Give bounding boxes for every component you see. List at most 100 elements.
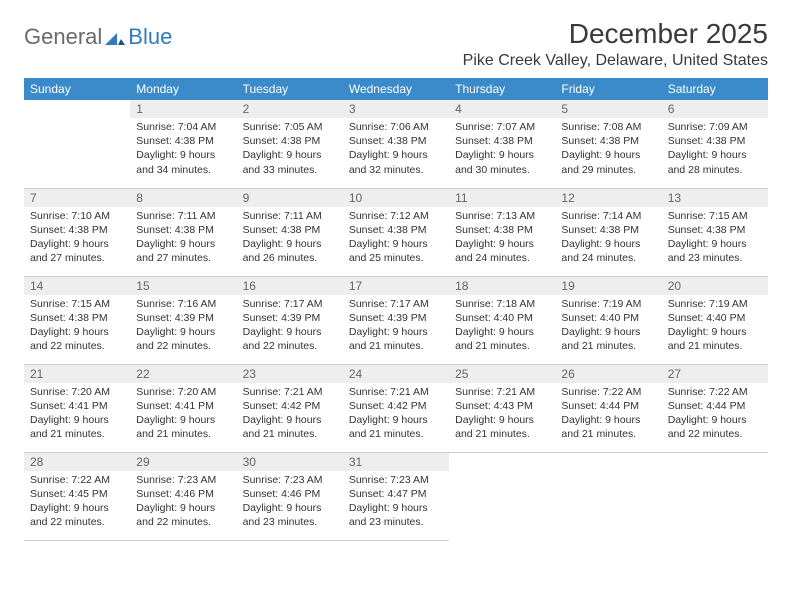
day-number: 27 — [662, 365, 768, 383]
calendar-day-cell — [662, 452, 768, 540]
daylight-text: Daylight: 9 hours — [243, 501, 337, 515]
sunset-text: Sunset: 4:42 PM — [243, 399, 337, 413]
day-number: 17 — [343, 277, 449, 295]
calendar-day-cell: 21Sunrise: 7:20 AMSunset: 4:41 PMDayligh… — [24, 364, 130, 452]
daylight-text: Daylight: 9 hours — [349, 413, 443, 427]
weekday-header: Tuesday — [237, 78, 343, 100]
day-details: Sunrise: 7:16 AMSunset: 4:39 PMDaylight:… — [130, 295, 236, 358]
daylight-text: Daylight: 9 hours — [561, 148, 655, 162]
day-details: Sunrise: 7:21 AMSunset: 4:42 PMDaylight:… — [237, 383, 343, 446]
calendar-day-cell: 22Sunrise: 7:20 AMSunset: 4:41 PMDayligh… — [130, 364, 236, 452]
sunrise-text: Sunrise: 7:13 AM — [455, 209, 549, 223]
daylight-text: Daylight: 9 hours — [455, 413, 549, 427]
day-number: 1 — [130, 100, 236, 118]
logo-text-part2: Blue — [128, 24, 172, 50]
daylight-text: and 23 minutes. — [349, 515, 443, 529]
sunrise-text: Sunrise: 7:22 AM — [668, 385, 762, 399]
daylight-text: Daylight: 9 hours — [349, 325, 443, 339]
daylight-text: Daylight: 9 hours — [455, 237, 549, 251]
day-details: Sunrise: 7:20 AMSunset: 4:41 PMDaylight:… — [130, 383, 236, 446]
logo-text-part1: General — [24, 24, 102, 50]
weekday-header: Thursday — [449, 78, 555, 100]
day-number: 15 — [130, 277, 236, 295]
daylight-text: Daylight: 9 hours — [136, 501, 230, 515]
day-number: 18 — [449, 277, 555, 295]
sunset-text: Sunset: 4:38 PM — [30, 223, 124, 237]
daylight-text: and 32 minutes. — [349, 163, 443, 177]
calendar-day-cell: 4Sunrise: 7:07 AMSunset: 4:38 PMDaylight… — [449, 100, 555, 188]
calendar-day-cell: 8Sunrise: 7:11 AMSunset: 4:38 PMDaylight… — [130, 188, 236, 276]
day-number: 10 — [343, 189, 449, 207]
sunset-text: Sunset: 4:46 PM — [136, 487, 230, 501]
day-number: 30 — [237, 453, 343, 471]
sunrise-text: Sunrise: 7:09 AM — [668, 120, 762, 134]
calendar-day-cell: 6Sunrise: 7:09 AMSunset: 4:38 PMDaylight… — [662, 100, 768, 188]
calendar-day-cell — [449, 452, 555, 540]
sunset-text: Sunset: 4:38 PM — [455, 223, 549, 237]
day-number: 22 — [130, 365, 236, 383]
day-details: Sunrise: 7:13 AMSunset: 4:38 PMDaylight:… — [449, 207, 555, 270]
daylight-text: and 23 minutes. — [668, 251, 762, 265]
calendar-week-row: 14Sunrise: 7:15 AMSunset: 4:38 PMDayligh… — [24, 276, 768, 364]
day-details: Sunrise: 7:08 AMSunset: 4:38 PMDaylight:… — [555, 118, 661, 181]
sunrise-text: Sunrise: 7:23 AM — [349, 473, 443, 487]
sunrise-text: Sunrise: 7:17 AM — [349, 297, 443, 311]
sunrise-text: Sunrise: 7:19 AM — [561, 297, 655, 311]
calendar-day-cell: 18Sunrise: 7:18 AMSunset: 4:40 PMDayligh… — [449, 276, 555, 364]
day-number: 24 — [343, 365, 449, 383]
header-row: General Blue December 2025 — [24, 18, 768, 50]
logo: General Blue — [24, 24, 172, 50]
sunrise-text: Sunrise: 7:23 AM — [243, 473, 337, 487]
sunrise-text: Sunrise: 7:21 AM — [349, 385, 443, 399]
sunrise-text: Sunrise: 7:22 AM — [561, 385, 655, 399]
day-details: Sunrise: 7:22 AMSunset: 4:44 PMDaylight:… — [555, 383, 661, 446]
sunrise-text: Sunrise: 7:23 AM — [136, 473, 230, 487]
daylight-text: and 22 minutes. — [30, 515, 124, 529]
daylight-text: and 22 minutes. — [243, 339, 337, 353]
weekday-header: Wednesday — [343, 78, 449, 100]
sunrise-text: Sunrise: 7:06 AM — [349, 120, 443, 134]
day-details: Sunrise: 7:23 AMSunset: 4:47 PMDaylight:… — [343, 471, 449, 534]
day-number: 31 — [343, 453, 449, 471]
daylight-text: and 21 minutes. — [349, 427, 443, 441]
daylight-text: and 22 minutes. — [668, 427, 762, 441]
daylight-text: Daylight: 9 hours — [349, 237, 443, 251]
sunset-text: Sunset: 4:38 PM — [349, 134, 443, 148]
day-number: 6 — [662, 100, 768, 118]
daylight-text: Daylight: 9 hours — [136, 237, 230, 251]
sunrise-text: Sunrise: 7:08 AM — [561, 120, 655, 134]
day-details: Sunrise: 7:20 AMSunset: 4:41 PMDaylight:… — [24, 383, 130, 446]
day-details: Sunrise: 7:21 AMSunset: 4:43 PMDaylight:… — [449, 383, 555, 446]
calendar-day-cell: 23Sunrise: 7:21 AMSunset: 4:42 PMDayligh… — [237, 364, 343, 452]
daylight-text: Daylight: 9 hours — [455, 148, 549, 162]
daylight-text: Daylight: 9 hours — [561, 237, 655, 251]
calendar-day-cell: 28Sunrise: 7:22 AMSunset: 4:45 PMDayligh… — [24, 452, 130, 540]
daylight-text: and 28 minutes. — [668, 163, 762, 177]
day-number: 26 — [555, 365, 661, 383]
calendar-day-cell: 14Sunrise: 7:15 AMSunset: 4:38 PMDayligh… — [24, 276, 130, 364]
calendar-day-cell: 1Sunrise: 7:04 AMSunset: 4:38 PMDaylight… — [130, 100, 236, 188]
calendar-day-cell: 30Sunrise: 7:23 AMSunset: 4:46 PMDayligh… — [237, 452, 343, 540]
daylight-text: Daylight: 9 hours — [561, 413, 655, 427]
sunset-text: Sunset: 4:38 PM — [30, 311, 124, 325]
page: General Blue December 2025 Pike Creek Va… — [0, 0, 792, 553]
sunset-text: Sunset: 4:41 PM — [136, 399, 230, 413]
sunset-text: Sunset: 4:39 PM — [349, 311, 443, 325]
daylight-text: and 21 minutes. — [136, 427, 230, 441]
sunrise-text: Sunrise: 7:04 AM — [136, 120, 230, 134]
calendar-day-cell: 5Sunrise: 7:08 AMSunset: 4:38 PMDaylight… — [555, 100, 661, 188]
sunset-text: Sunset: 4:44 PM — [668, 399, 762, 413]
daylight-text: Daylight: 9 hours — [668, 237, 762, 251]
day-number: 21 — [24, 365, 130, 383]
daylight-text: and 29 minutes. — [561, 163, 655, 177]
sunset-text: Sunset: 4:38 PM — [136, 223, 230, 237]
day-number: 28 — [24, 453, 130, 471]
daylight-text: and 33 minutes. — [243, 163, 337, 177]
day-number: 19 — [555, 277, 661, 295]
daylight-text: and 21 minutes. — [561, 427, 655, 441]
sunrise-text: Sunrise: 7:21 AM — [243, 385, 337, 399]
day-number: 3 — [343, 100, 449, 118]
day-details: Sunrise: 7:19 AMSunset: 4:40 PMDaylight:… — [555, 295, 661, 358]
daylight-text: and 30 minutes. — [455, 163, 549, 177]
weekday-header: Friday — [555, 78, 661, 100]
